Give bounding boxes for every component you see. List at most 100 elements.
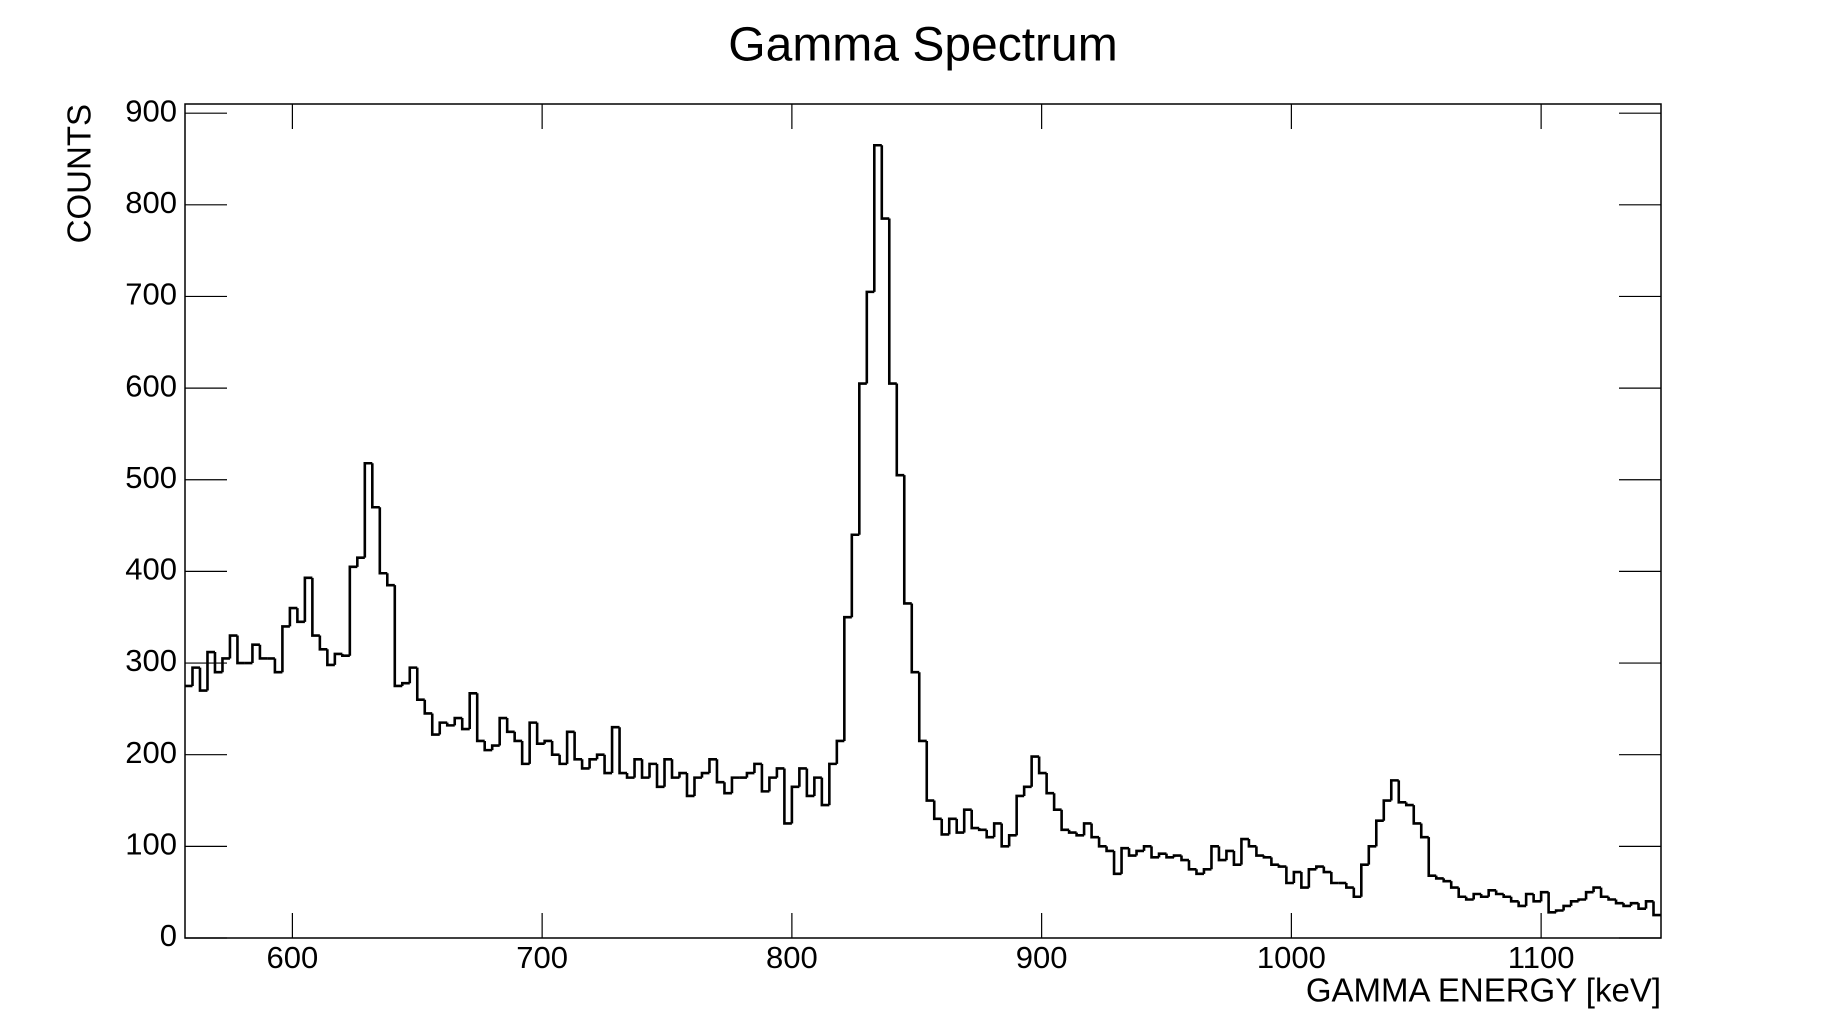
histogram-bin <box>1457 887 1467 899</box>
histogram-bin <box>1442 878 1452 883</box>
histogram-bin <box>1052 793 1062 811</box>
histogram-bin <box>1360 863 1369 897</box>
histogram-bin <box>1172 854 1182 858</box>
histogram-bin <box>940 818 950 836</box>
histogram-bin <box>910 603 920 674</box>
histogram-bin <box>475 693 485 743</box>
histogram-bin <box>858 382 867 535</box>
histogram-bin <box>723 782 732 795</box>
histogram-bin <box>565 730 575 764</box>
histogram-bin <box>917 672 927 743</box>
histogram-bin <box>1487 889 1497 897</box>
histogram-bin <box>318 635 328 651</box>
histogram-bin <box>1547 892 1557 914</box>
histogram-bin <box>303 576 313 622</box>
histogram-bin <box>1105 846 1115 853</box>
histogram-bin <box>1502 894 1512 899</box>
y-tick-label: 900 <box>125 93 177 128</box>
histogram-bin <box>730 776 740 794</box>
histogram-bin <box>805 768 815 798</box>
histogram-bin <box>236 635 245 665</box>
histogram-bin <box>1389 779 1399 801</box>
x-tick-label: 900 <box>1016 940 1068 975</box>
histogram-bin <box>865 290 875 384</box>
y-tick-label: 200 <box>125 735 177 770</box>
histogram-bin <box>251 643 260 664</box>
histogram-bin <box>1622 903 1632 908</box>
histogram-bin <box>393 585 403 688</box>
histogram-bin <box>932 800 942 821</box>
x-tick-label: 700 <box>516 940 568 975</box>
histogram-bin <box>625 773 635 779</box>
y-tick-label: 0 <box>160 918 177 953</box>
histogram-bin <box>670 759 680 779</box>
histogram-bin <box>1464 896 1474 901</box>
histogram-bin <box>947 817 957 835</box>
histogram-bin <box>880 145 890 220</box>
histogram-bin <box>206 650 215 691</box>
histogram-bin <box>760 763 770 793</box>
y-tick-label: 600 <box>125 368 177 403</box>
histogram-bin <box>1285 866 1294 885</box>
histogram-bin <box>835 739 845 764</box>
x-tick-label: 1100 <box>1508 940 1575 975</box>
histogram-bin <box>490 744 500 751</box>
histogram-bin <box>1037 756 1047 775</box>
histogram-bin <box>1000 823 1010 848</box>
histogram-bin <box>895 383 905 477</box>
histogram-bin <box>1644 900 1654 909</box>
histogram-bin <box>1607 896 1617 901</box>
histogram-bin <box>453 716 463 726</box>
histogram-bin <box>415 667 425 702</box>
histogram-bin <box>363 461 373 558</box>
histogram-bin <box>1577 898 1587 902</box>
histogram-bin <box>1404 802 1414 807</box>
histogram-bin <box>1532 894 1542 903</box>
histogram-bin <box>633 757 643 778</box>
histogram-bin <box>1015 794 1025 836</box>
histogram-bin <box>483 740 493 752</box>
histogram-bin <box>221 657 230 673</box>
histogram-bin <box>775 767 785 778</box>
histogram-bin <box>356 556 365 567</box>
histogram-bin <box>603 754 613 775</box>
histogram-bin <box>1187 860 1197 871</box>
histogram-bin <box>1412 805 1422 825</box>
histogram-bin <box>520 740 530 766</box>
histogram-bin <box>445 722 455 727</box>
histogram-bin <box>685 773 695 798</box>
x-tick-label: 800 <box>766 940 818 975</box>
histogram-bin <box>700 771 710 778</box>
histogram-bin <box>1150 846 1160 859</box>
histogram-bin <box>753 762 762 774</box>
histogram-bin <box>1277 864 1287 868</box>
histogram-bin <box>228 634 238 659</box>
histogram-bin <box>1262 855 1272 859</box>
histogram-bin <box>820 777 830 807</box>
histogram-bin <box>400 681 410 686</box>
histogram-bin <box>1509 896 1519 903</box>
histogram-bin <box>1225 849 1234 861</box>
histogram-bin <box>348 565 358 656</box>
histogram-bin <box>1210 845 1219 870</box>
histogram-bin <box>1554 909 1564 913</box>
histogram-bin <box>1374 819 1384 847</box>
histogram-bin <box>1427 837 1437 877</box>
histogram-bin <box>1434 875 1444 880</box>
histogram-bin <box>1165 853 1174 859</box>
histogram-bin <box>1300 872 1309 889</box>
histogram-bin <box>430 713 440 736</box>
histogram-bin <box>783 768 792 825</box>
histogram-bin <box>1614 899 1624 905</box>
x-tick-label: 1000 <box>1257 940 1326 975</box>
histogram-bin <box>962 808 972 833</box>
histogram-bin <box>580 759 590 770</box>
histogram-bin <box>977 828 987 832</box>
histogram-bin <box>1599 887 1609 899</box>
histogram-bin <box>191 666 200 686</box>
histogram-bin <box>385 573 395 587</box>
histogram-bin <box>1292 870 1302 884</box>
histogram-bin <box>341 653 350 658</box>
histogram-bin <box>1569 900 1579 906</box>
